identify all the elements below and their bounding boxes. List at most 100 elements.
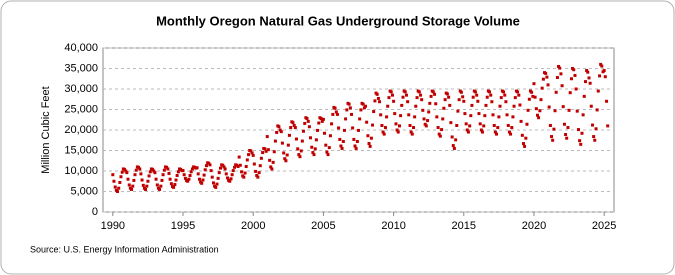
y-tick-label: 10,000 xyxy=(64,165,98,177)
data-point xyxy=(189,170,193,174)
data-point xyxy=(292,123,296,127)
data-point xyxy=(393,112,397,116)
data-point xyxy=(385,115,389,119)
data-point xyxy=(305,117,309,121)
data-point xyxy=(373,99,377,103)
data-point xyxy=(420,98,424,102)
data-point xyxy=(211,181,215,185)
y-tick-label: 20,000 xyxy=(64,124,98,136)
data-point xyxy=(413,115,417,119)
data-point xyxy=(383,126,387,130)
data-point xyxy=(190,167,194,171)
data-point xyxy=(167,171,171,175)
data-point xyxy=(113,185,117,189)
data-point xyxy=(251,153,255,157)
source-note: Source: U.S. Energy Information Administ… xyxy=(30,244,219,254)
data-point xyxy=(593,138,597,142)
data-point xyxy=(594,127,598,131)
data-point xyxy=(311,151,315,155)
data-point xyxy=(287,133,291,137)
data-point xyxy=(565,136,569,140)
data-point xyxy=(285,153,289,157)
data-point xyxy=(545,75,549,79)
data-point xyxy=(573,73,577,77)
data-point xyxy=(209,169,213,173)
data-point xyxy=(401,95,405,99)
data-point xyxy=(581,113,585,117)
data-point xyxy=(509,132,513,136)
data-point xyxy=(196,172,200,176)
data-point xyxy=(517,93,521,97)
data-point xyxy=(400,103,404,107)
data-point xyxy=(257,171,261,175)
data-point xyxy=(256,175,260,179)
data-point xyxy=(544,71,548,75)
data-point xyxy=(372,110,376,114)
data-point xyxy=(503,93,507,97)
data-point xyxy=(344,117,348,121)
data-point xyxy=(369,136,373,140)
data-point xyxy=(368,144,372,148)
data-point xyxy=(195,166,199,170)
data-point xyxy=(298,155,302,159)
data-point xyxy=(600,64,604,68)
data-point xyxy=(320,119,324,123)
data-point xyxy=(551,138,555,142)
data-point xyxy=(487,90,491,94)
data-point xyxy=(457,98,461,102)
data-point xyxy=(310,145,314,149)
data-point xyxy=(207,161,211,165)
data-point xyxy=(415,96,419,100)
data-point xyxy=(380,123,384,127)
data-point xyxy=(575,109,579,113)
data-point xyxy=(468,124,472,128)
data-point xyxy=(408,123,412,127)
y-tick-label: 40,000 xyxy=(64,42,98,54)
data-point xyxy=(537,116,541,120)
y-tick-label: 0 xyxy=(92,206,98,218)
data-point xyxy=(345,108,349,112)
data-point xyxy=(534,107,538,111)
data-point xyxy=(394,122,398,126)
data-point xyxy=(339,144,343,148)
data-point xyxy=(392,99,396,103)
data-point xyxy=(539,98,543,102)
data-point xyxy=(386,104,390,108)
data-point xyxy=(111,173,115,177)
data-point xyxy=(325,150,329,154)
data-point xyxy=(254,169,258,173)
data-point xyxy=(596,89,600,93)
data-point xyxy=(569,77,573,81)
y-tick-label: 35,000 xyxy=(64,62,98,74)
data-point xyxy=(482,124,486,128)
data-point xyxy=(119,175,123,179)
data-point xyxy=(476,99,480,103)
data-point xyxy=(403,90,407,94)
data-point xyxy=(176,170,180,174)
data-point xyxy=(426,119,430,123)
y-tick-label: 30,000 xyxy=(64,83,98,95)
data-point xyxy=(303,121,307,125)
data-point xyxy=(301,129,305,133)
data-point xyxy=(317,121,321,125)
data-point xyxy=(243,171,247,175)
data-point xyxy=(507,130,511,134)
data-point xyxy=(526,108,530,112)
data-point xyxy=(215,182,219,186)
data-point xyxy=(291,121,295,125)
data-point xyxy=(229,177,233,181)
x-tick-label: 2025 xyxy=(592,220,616,232)
data-point xyxy=(450,135,454,139)
data-point xyxy=(226,176,230,180)
data-point xyxy=(144,187,148,191)
data-point xyxy=(548,123,552,127)
y-tick-label: 5,000 xyxy=(70,185,98,197)
data-point xyxy=(293,126,297,130)
data-point xyxy=(280,141,284,145)
data-point xyxy=(328,134,332,138)
data-point xyxy=(300,139,304,143)
data-point xyxy=(436,126,440,130)
data-point xyxy=(429,94,433,98)
data-point xyxy=(259,156,263,160)
